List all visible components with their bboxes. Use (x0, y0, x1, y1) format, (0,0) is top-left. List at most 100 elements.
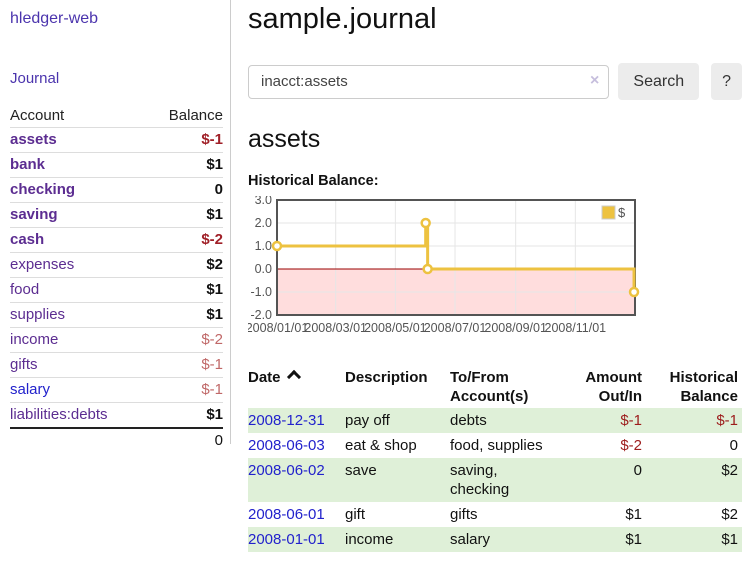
sidebar-account-income[interactable]: income (10, 331, 58, 348)
sidebar-account-cash[interactable]: cash (10, 231, 44, 248)
account-balance: $1 (147, 403, 223, 429)
sidebar: hledger-web Journal Account Balance asse… (0, 0, 231, 444)
sidebar-account-checking[interactable]: checking (10, 181, 75, 198)
col-header-balance: Historical Balance (646, 366, 742, 408)
account-balance: $-1 (147, 378, 223, 403)
transaction-date-link[interactable]: 2008-06-03 (248, 437, 325, 454)
total-balance: 0 (147, 428, 223, 453)
account-row: liabilities:debts $1 (10, 403, 223, 429)
account-row: cash $-2 (10, 228, 223, 253)
account-balance: $-2 (147, 328, 223, 353)
col-header-amount: Amount Out/In (558, 366, 646, 408)
sidebar-account-liabilities-debts[interactable]: liabilities:debts (10, 406, 108, 423)
data-point-marker (630, 288, 638, 296)
page-title: sample.journal (248, 3, 742, 36)
account-balance-table: Account Balance assets$-1bank$1checking0… (10, 104, 223, 453)
transaction-accounts: saving, checking (450, 458, 558, 502)
x-tick-label: 2008/03/01 (304, 321, 367, 335)
sidebar-account-expenses[interactable]: expenses (10, 256, 74, 273)
account-row: checking 0 (10, 178, 223, 203)
account-balance: $-1 (147, 353, 223, 378)
account-row: bank$1 (10, 153, 223, 178)
brand-link[interactable]: hledger-web (10, 10, 98, 28)
historical-balance-chart: $3.02.01.00.0-1.0-2.02008/01/012008/03/0… (248, 196, 742, 343)
sidebar-account-supplies[interactable]: supplies (10, 306, 65, 323)
account-column-header: Account (10, 104, 147, 128)
sort-asc-icon (286, 370, 300, 384)
x-tick-label: 2008/01/01 (248, 321, 308, 335)
sidebar-account-assets[interactable]: assets (10, 131, 57, 148)
transaction-balance: $-1 (646, 408, 742, 433)
data-point-marker (273, 242, 281, 250)
register-row: 2008-06-03eat & shopfood, supplies$-20 (248, 433, 742, 458)
y-tick-label: 0.0 (255, 262, 272, 276)
account-balance: $-1 (147, 128, 223, 153)
x-tick-label: 2008/11/01 (545, 321, 607, 335)
transaction-date-link[interactable]: 2008-06-02 (248, 462, 325, 479)
data-point-marker (424, 265, 432, 273)
account-row: salary $-1 (10, 378, 223, 403)
total-row: 0 (10, 428, 223, 453)
x-tick-label: 2008/07/01 (424, 321, 487, 335)
sidebar-account-gifts[interactable]: gifts (10, 356, 38, 373)
data-point-marker (422, 219, 430, 227)
total-spacer (10, 428, 147, 453)
transaction-balance: $2 (646, 502, 742, 527)
transaction-accounts: salary (450, 527, 558, 552)
register-row: 2008-06-02 savesaving, checking0$2 (248, 458, 742, 502)
search-button[interactable]: Search (618, 63, 699, 100)
transaction-amount: 0 (558, 458, 646, 502)
register-row: 2008-12-31pay offdebts$-1$-1 (248, 408, 742, 433)
search-help-button[interactable]: ? (711, 63, 742, 100)
sidebar-account-saving[interactable]: saving (10, 206, 58, 223)
sidebar-account-bank[interactable]: bank (10, 156, 45, 173)
chart-title: Historical Balance: (248, 173, 742, 189)
transaction-description: income (345, 527, 450, 552)
sidebar-account-salary[interactable]: salary (10, 381, 50, 398)
transaction-description: pay off (345, 408, 450, 433)
transaction-date-link[interactable]: 2008-01-01 (248, 531, 325, 548)
transaction-balance: $2 (646, 458, 742, 502)
transaction-amount: $1 (558, 502, 646, 527)
x-tick-label: 2008/05/01 (364, 321, 427, 335)
transaction-description: save (345, 458, 450, 502)
account-row: assets $-1 (10, 128, 223, 153)
sidebar-item-journal[interactable]: Journal (10, 70, 59, 87)
col-header-date: Date (248, 366, 345, 408)
sidebar-account-food[interactable]: food (10, 281, 39, 298)
account-row: gifts $-1 (10, 353, 223, 378)
balance-column-header: Balance (147, 104, 223, 128)
transaction-date-link[interactable]: 2008-06-01 (248, 506, 325, 523)
y-tick-label: 2.0 (255, 216, 272, 230)
account-balance: 0 (147, 178, 223, 203)
register-header-row: Date Description To/From Account(s) Amou… (248, 366, 742, 408)
transaction-accounts: debts (450, 408, 558, 433)
search-form: × Search ? (248, 63, 742, 100)
legend-swatch (602, 206, 615, 219)
transaction-accounts: food, supplies (450, 433, 558, 458)
account-row: saving $1 (10, 203, 223, 228)
account-row: expenses$2 (10, 253, 223, 278)
transaction-amount: $-2 (558, 433, 646, 458)
register-row: 2008-01-01incomesalary$1$1 (248, 527, 742, 552)
search-input[interactable] (248, 65, 609, 99)
account-balance: $1 (147, 203, 223, 228)
y-tick-label: -2.0 (250, 308, 272, 322)
register-table: Date Description To/From Account(s) Amou… (248, 366, 742, 552)
transaction-amount: $-1 (558, 408, 646, 433)
transaction-description: eat & shop (345, 433, 450, 458)
chart-canvas: $3.02.01.00.0-1.0-2.02008/01/012008/03/0… (248, 196, 742, 338)
col-header-accounts: To/From Account(s) (450, 366, 558, 408)
y-tick-label: 1.0 (255, 239, 272, 253)
account-row: supplies $1 (10, 303, 223, 328)
account-balance: $1 (147, 278, 223, 303)
y-tick-label: -1.0 (250, 285, 272, 299)
clear-search-icon[interactable]: × (590, 73, 599, 89)
account-heading: assets (248, 125, 742, 154)
main-content: sample.journal × Search ? assets Histori… (248, 0, 742, 552)
transaction-date-link[interactable]: 2008-12-31 (248, 412, 325, 429)
transaction-description: gift (345, 502, 450, 527)
transaction-accounts: gifts (450, 502, 558, 527)
account-balance: $1 (147, 303, 223, 328)
account-balance: $-2 (147, 228, 223, 253)
